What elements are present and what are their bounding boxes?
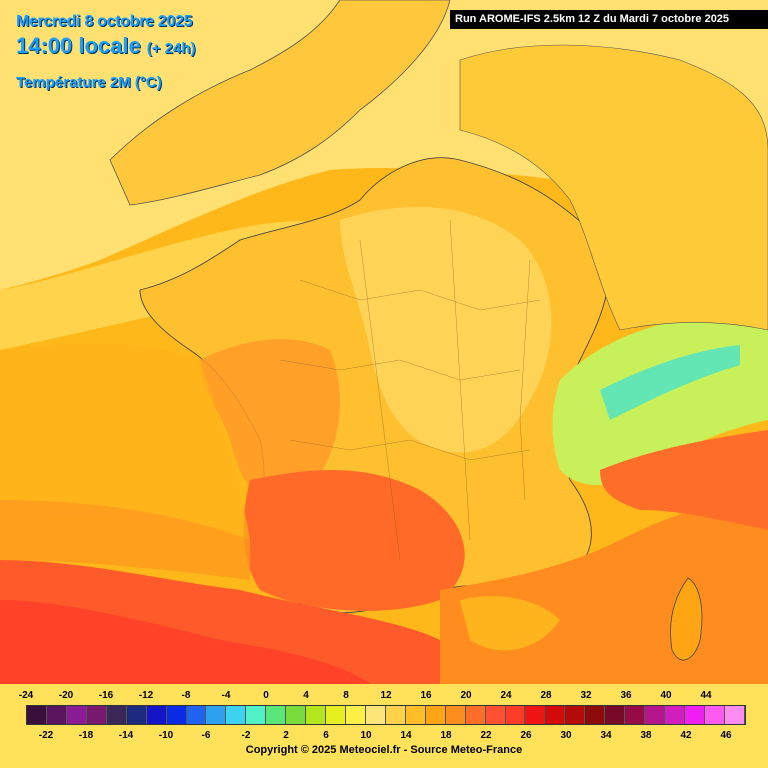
- legend-tick-label: 6: [323, 730, 329, 741]
- legend-swatch: [425, 706, 446, 724]
- legend-tick-label: -22: [38, 730, 54, 741]
- legend-swatch: [66, 706, 87, 724]
- legend-tick-label: -4: [221, 690, 231, 701]
- legend-tick-label: 28: [540, 690, 552, 701]
- atlantic-warm: [0, 343, 250, 540]
- legend-swatch: [485, 706, 506, 724]
- legend-tick-label: -18: [78, 730, 94, 741]
- color-legend: [0, 684, 768, 768]
- legend-swatch: [605, 706, 626, 724]
- legend-swatch: [545, 706, 566, 724]
- legend-swatch: [684, 706, 705, 724]
- legend-swatch: [465, 706, 486, 724]
- southwest-hot: [243, 470, 465, 611]
- legend-tick-label: 18: [440, 730, 452, 741]
- legend-swatch: [585, 706, 606, 724]
- legend-swatch: [405, 706, 426, 724]
- legend-tick-label: 26: [520, 730, 532, 741]
- copyright: Copyright © 2025 Meteociel.fr - Source M…: [245, 744, 523, 756]
- legend-swatch: [645, 706, 665, 724]
- legend-tick-label: 34: [600, 730, 612, 741]
- legend-tick-label: 10: [360, 730, 372, 741]
- legend-swatch: [365, 706, 386, 724]
- legend-tick-label: -14: [118, 730, 134, 741]
- legend-tick-label: 32: [580, 690, 592, 701]
- legend-tick-label: 22: [480, 730, 492, 741]
- legend-top-labels: -24 -20 -16 -12 -8 -4 0 4 8 12 16 20 24 28 32 36 40 44: [0, 690, 768, 704]
- legend-tick-label: 4: [303, 690, 309, 701]
- legend-tick-label: 36: [620, 690, 632, 701]
- legend-swatch: [206, 706, 227, 724]
- legend-tick-label: -16: [98, 690, 114, 701]
- legend-tick-label: 8: [343, 690, 349, 701]
- italy-land: [600, 430, 768, 530]
- legend-tick-label: -12: [138, 690, 154, 701]
- legend-tick-label: 42: [680, 730, 692, 741]
- legend-swatch: [166, 706, 187, 724]
- legend-tick-label: -10: [158, 730, 174, 741]
- legend-tick-label: 2: [283, 730, 289, 741]
- legend-tick-label: -6: [201, 730, 211, 741]
- legend-swatch: [146, 706, 167, 724]
- legend-tick-label: 0: [263, 690, 269, 701]
- legend-swatch: [226, 706, 247, 724]
- legend-color-bar: [26, 705, 746, 725]
- west-france-warm: [200, 339, 340, 506]
- map-time: 14:00 locale (+ 24h): [16, 33, 196, 59]
- legend-swatch: [704, 706, 725, 724]
- legend-swatch: [724, 706, 745, 724]
- legend-swatch: [246, 706, 267, 724]
- legend-tick-label: 38: [640, 730, 652, 741]
- legend-swatch: [106, 706, 127, 724]
- spain-hot-core: [0, 600, 380, 690]
- corsica-island: [670, 577, 703, 661]
- legend-tick-label: 40: [660, 690, 672, 701]
- run-info: Run AROME-IFS 2.5km 12 Z du Mardi 7 octo…: [450, 10, 768, 29]
- legend-tick-label: 12: [380, 690, 392, 701]
- legend-swatch: [525, 706, 546, 724]
- legend-swatch: [326, 706, 346, 724]
- legend-tick-label: -24: [18, 690, 34, 701]
- legend-swatch: [27, 706, 47, 724]
- gulf-of-lion-cool: [460, 596, 560, 651]
- legend-swatch: [266, 706, 287, 724]
- legend-tick-label: -2: [241, 730, 251, 741]
- atlantic-south: [0, 500, 250, 580]
- uk-land: [109, 0, 451, 206]
- legend-swatch: [565, 706, 586, 724]
- central-france-cool: [340, 206, 552, 453]
- legend-swatch: [286, 706, 307, 724]
- legend-swatch: [505, 706, 526, 724]
- legend-tick-label: -20: [58, 690, 74, 701]
- legend-tick-label: 46: [720, 730, 732, 741]
- map-lead-time: (+ 24h): [146, 40, 196, 57]
- legend-swatch: [385, 706, 406, 724]
- legend-tick-label: 20: [460, 690, 472, 701]
- legend-swatch: [665, 706, 685, 724]
- legend-tick-label: 24: [500, 690, 512, 701]
- map-time-label: 14:00 locale: [16, 33, 141, 58]
- map-date: Mercredi 8 octobre 2025: [16, 13, 193, 30]
- region-borders: [279, 219, 541, 561]
- legend-bottom-labels: -22 -18 -14 -10 -6 -2 2 6 10 14 18 22 26 30 34 38 42 46: [0, 730, 768, 744]
- alps-cold: [600, 345, 740, 420]
- legend-swatch: [86, 706, 107, 724]
- legend-swatch: [46, 706, 67, 724]
- legend-swatch: [445, 706, 466, 724]
- legend-tick-label: 44: [700, 690, 712, 701]
- legend-tick-label: 16: [420, 690, 432, 701]
- legend-swatch: [306, 706, 327, 724]
- legend-swatch: [346, 706, 366, 724]
- legend-tick-label: 14: [400, 730, 412, 741]
- legend-swatch: [625, 706, 646, 724]
- legend-tick-label: -8: [181, 690, 191, 701]
- legend-swatch: [126, 706, 147, 724]
- legend-swatch: [186, 706, 207, 724]
- benelux-germany: [459, 44, 768, 331]
- legend-tick-label: 30: [560, 730, 572, 741]
- map-variable: Température 2M (°C): [16, 74, 162, 91]
